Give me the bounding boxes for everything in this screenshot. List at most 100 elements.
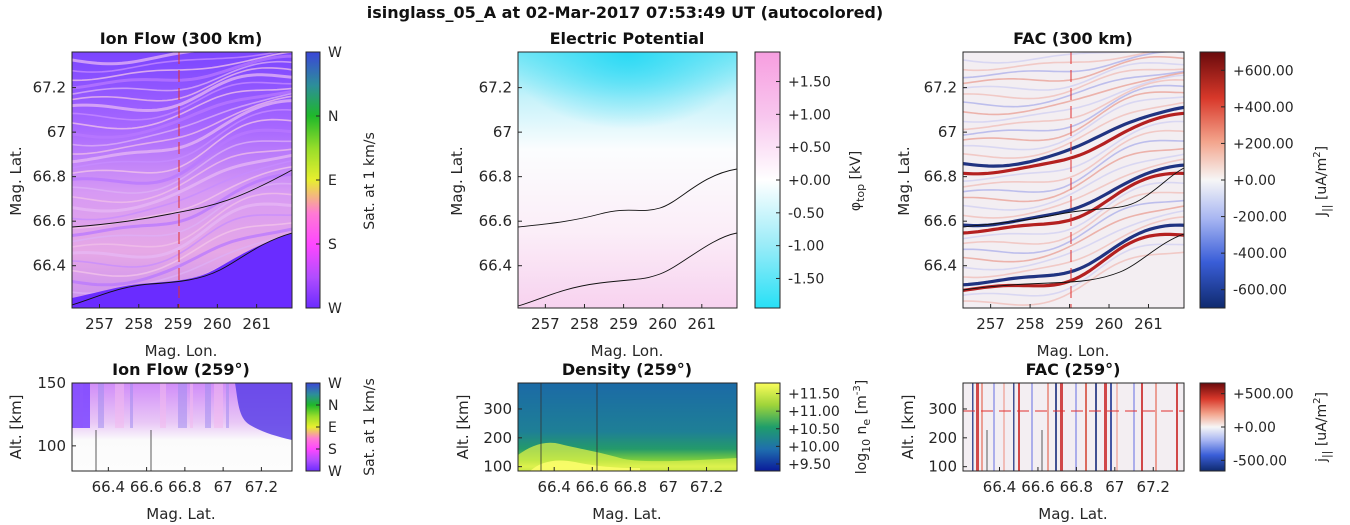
colorbar-tick-label: W bbox=[328, 376, 342, 392]
ion-flow-259-band bbox=[205, 383, 211, 428]
fac-259-band bbox=[1104, 383, 1107, 471]
ion-flow-259-ylabel: Alt. [km] bbox=[7, 395, 25, 460]
y-tick-label: 67.2 bbox=[479, 79, 512, 97]
density-259-ylabel: Alt. [km] bbox=[454, 395, 472, 460]
fac-stripe bbox=[963, 96, 1184, 151]
colorbar-tick-label: +200.00 bbox=[1233, 136, 1294, 152]
ion-flow-259-band bbox=[130, 383, 133, 428]
y-tick-label: 67 bbox=[47, 123, 66, 141]
ion-flow-stripe bbox=[72, 67, 292, 102]
fac-259-colorbar-label: j|| [uA/m2] bbox=[1312, 392, 1333, 463]
fac-259-band bbox=[1075, 383, 1077, 471]
density-259-axes-box bbox=[517, 382, 738, 472]
fac-259-band bbox=[1018, 383, 1020, 471]
y-tick-label: 200 bbox=[483, 429, 512, 447]
electric-potential-boundary-upper bbox=[518, 168, 737, 228]
density-259-colorbar bbox=[754, 382, 781, 472]
fac-259-bands bbox=[972, 383, 1178, 471]
fac-259-band bbox=[993, 383, 995, 471]
ion-flow-stripe bbox=[72, 222, 292, 277]
colorbar-tick-label: N bbox=[328, 109, 338, 125]
x-tick-label: 260 bbox=[1095, 315, 1124, 333]
fac-stripe bbox=[963, 191, 1184, 245]
panel-electric-potential: Electric Potential 257 258 259 260 261 66.4 66… bbox=[448, 29, 867, 360]
colorbar-tick-label: W bbox=[328, 464, 342, 480]
x-tick-label: 66.6 bbox=[576, 478, 609, 496]
ion-flow-300-axes-box bbox=[71, 51, 293, 309]
fac-stripe bbox=[963, 199, 1184, 255]
panel-ion-flow-259: Ion Flow (259°) 66.4 66.6 66.8 67 67.2 100 150… bbox=[7, 360, 378, 523]
y-tick-label: 66.4 bbox=[479, 257, 512, 275]
ion-flow-stripe bbox=[72, 89, 292, 139]
colorbar-tick-label: +10.00 bbox=[788, 439, 840, 455]
colorbar-tick-label: +600.00 bbox=[1233, 63, 1294, 79]
fac-300-axes-box bbox=[962, 51, 1185, 309]
electric-potential-axes-box bbox=[517, 51, 738, 309]
panel-ion-flow-300: Ion Flow (300 km) 257 258 259 260 261 66.4 66.… bbox=[7, 29, 378, 360]
electric-potential-axes: 257 258 259 260 261 66.4 66.6 66.8 67 67.2 bbox=[479, 79, 717, 333]
colorbar-tick-label: +0.00 bbox=[1233, 420, 1276, 436]
ion-flow-300-boundary-upper bbox=[72, 169, 292, 228]
ion-flow-stripe bbox=[72, 140, 292, 194]
fac-stripe bbox=[963, 105, 1184, 168]
x-tick-label: 66.4 bbox=[92, 478, 125, 496]
ion-flow-stripe bbox=[72, 192, 292, 248]
ion-flow-300-ylabel: Mag. Lat. bbox=[7, 146, 25, 215]
ion-flow-stripe bbox=[72, 166, 292, 229]
x-tick-label: 259 bbox=[609, 315, 638, 333]
y-tick-label: 67 bbox=[938, 123, 957, 141]
panel-title-electric-potential: Electric Potential bbox=[550, 29, 705, 48]
panel-fac-259: FAC (259°) 66.4 66.6 66.8 67 67.2 100 200 300 M… bbox=[899, 360, 1333, 523]
y-tick-label: 66.4 bbox=[924, 257, 957, 275]
colorbar-tick-label: -1.50 bbox=[788, 271, 824, 287]
ion-flow-stripe bbox=[72, 214, 292, 268]
electric-potential-colorbar-ticks: +1.50 +1.00 +0.50 +0.00 -0.50 -1.00 -1.50 bbox=[776, 75, 831, 287]
ion-flow-stripe bbox=[72, 182, 292, 243]
fac-259-band bbox=[1176, 383, 1178, 471]
colorbar-tick-label: +11.50 bbox=[788, 387, 840, 403]
colorbar-tick-label: -1.00 bbox=[788, 239, 824, 255]
fac-stripe bbox=[963, 216, 1184, 279]
fac-stripe bbox=[963, 171, 1184, 235]
colorbar-tick-label: -400.00 bbox=[1233, 246, 1287, 262]
x-tick-label: 66.8 bbox=[614, 478, 647, 496]
x-tick-label: 67 bbox=[214, 478, 233, 496]
ion-flow-stripe bbox=[72, 172, 292, 237]
fac-stripe bbox=[963, 111, 1184, 176]
ion-flow-300-colorbar-ticks: W N E S W bbox=[316, 45, 342, 317]
ion-flow-stripe bbox=[72, 52, 292, 82]
ion-flow-300-stripes bbox=[72, 52, 292, 303]
ion-flow-stripe bbox=[72, 87, 292, 130]
fac-stripe bbox=[963, 101, 1184, 159]
ion-flow-stripe bbox=[72, 60, 292, 95]
fac-stripe bbox=[963, 61, 1184, 91]
ion-flow-stripe bbox=[72, 81, 292, 121]
colorbar-tick-label: S bbox=[328, 237, 337, 253]
fac-stripe bbox=[963, 74, 1184, 123]
y-tick-label: 66.6 bbox=[924, 212, 957, 230]
fac-300-ylabel: Mag. Lat. bbox=[895, 146, 913, 215]
electric-potential-ylabel: Mag. Lat. bbox=[448, 146, 466, 215]
fac-259-xlabel: Mag. Lat. bbox=[1038, 505, 1107, 523]
y-tick-label: 66.8 bbox=[924, 168, 957, 186]
density-259-colorbar-label: log10 ne [m-3] bbox=[852, 380, 873, 474]
ion-flow-stripe bbox=[72, 54, 292, 90]
fac-259-field bbox=[963, 383, 1184, 471]
fac-259-band bbox=[981, 383, 983, 471]
fac-stripe bbox=[963, 91, 1184, 142]
colorbar-tick-label: W bbox=[328, 301, 342, 317]
y-tick-label: 66.6 bbox=[33, 212, 66, 230]
panel-density-259: Density (259°) 66.4 66.6 66.8 67 67.2 100 200 3… bbox=[454, 360, 873, 523]
fac-stripe bbox=[963, 71, 1184, 116]
ion-flow-300-boundary-lower bbox=[72, 232, 292, 306]
ion-flow-300-axes: 257 258 259 260 261 66.4 66.6 66.8 67 67.2 bbox=[33, 79, 271, 333]
ion-flow-259-band bbox=[226, 383, 229, 428]
fac-stripe bbox=[963, 139, 1184, 193]
ion-flow-stripe bbox=[72, 92, 292, 147]
electric-potential-top-lobe bbox=[518, 52, 737, 192]
x-tick-label: 260 bbox=[203, 315, 232, 333]
ion-flow-300-lower-region bbox=[72, 233, 292, 308]
x-tick-label: 257 bbox=[85, 315, 114, 333]
colorbar-tick-label: E bbox=[328, 173, 337, 189]
fac-stripe bbox=[963, 52, 1184, 79]
